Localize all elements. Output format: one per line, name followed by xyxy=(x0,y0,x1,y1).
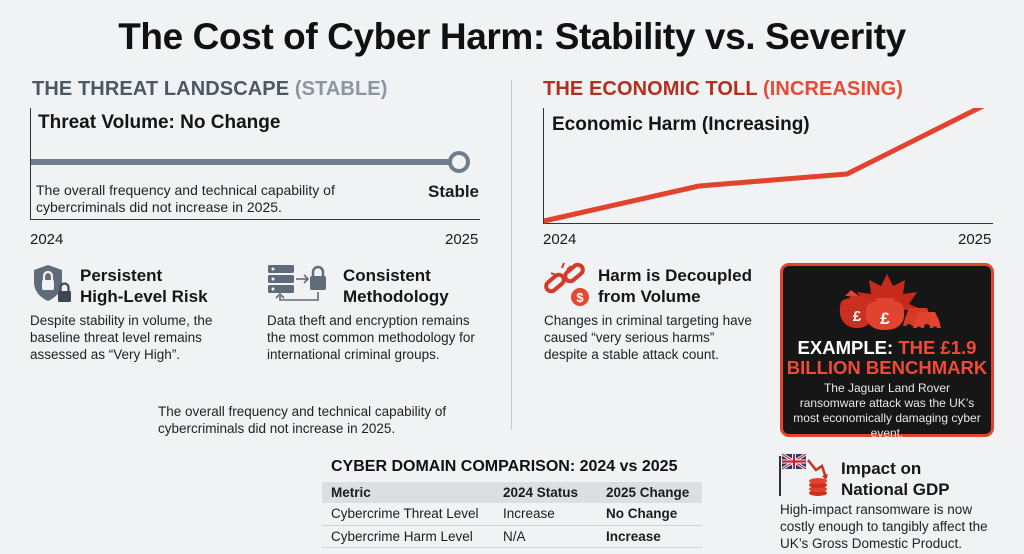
economic-harm-plot xyxy=(544,108,985,224)
stable-label: Stable xyxy=(428,182,480,201)
table-header-row: Metric 2024 Status 2025 Change xyxy=(322,482,702,503)
consistent-method-title-line1: Consistent xyxy=(343,266,431,285)
decoupled-title-line2: from Volume xyxy=(598,287,701,306)
economic-harm-line xyxy=(544,108,985,224)
harm-x-start-label: 2024 xyxy=(543,231,577,248)
repeat-note: The overall frequency and technical capa… xyxy=(158,404,447,436)
example-title: EXAMPLE: THE £1.9 BILLION BENCHMARK xyxy=(783,338,991,378)
example-highlight-line2: BILLION BENCHMARK xyxy=(786,357,988,378)
economic-toll-heading: THE ECONOMIC TOLL (INCREASING) xyxy=(543,78,903,101)
example-label: EXAMPLE: xyxy=(797,337,894,358)
svg-text:£: £ xyxy=(853,308,862,325)
threat-heading-main: THE THREAT LANDSCAPE xyxy=(32,78,290,100)
table-cell: Increase xyxy=(597,525,702,548)
threat-volume-chart xyxy=(30,108,480,220)
gdp-title-line2: National GDP xyxy=(841,480,950,499)
gdp-title-line1: Impact on xyxy=(841,459,922,478)
decoupled-body: Changes in criminal targeting have cause… xyxy=(544,313,752,362)
threat-chart-note: The overall frequency and technical capa… xyxy=(36,182,335,215)
table-cell: Cybercrime Threat Level xyxy=(322,503,494,526)
persistent-risk-title-line1: Persistent xyxy=(80,266,163,285)
harm-chart-title: Economic Harm (Increasing) xyxy=(552,114,810,135)
example-card: £ £ EXAMPLE: THE £1.9 BILLION BENCHMARK … xyxy=(780,263,994,440)
server-lock-icon xyxy=(266,262,334,306)
harm-x-end-label: 2025 xyxy=(958,231,992,248)
svg-text:$: $ xyxy=(576,290,584,305)
table-cell: N/A xyxy=(494,525,597,548)
threat-chart-title: Threat Volume: No Change xyxy=(38,112,281,133)
persistent-risk-title-line2: High-Level Risk xyxy=(80,287,208,306)
consistent-method-title: Consistent Methodology xyxy=(343,265,449,307)
table-row: Cybercrime Harm Level N/A Increase xyxy=(322,525,702,548)
persistent-risk-body: Despite stability in volume, the baselin… xyxy=(30,313,213,362)
svg-text:£: £ xyxy=(880,309,890,328)
table-cell: Increase xyxy=(494,503,597,526)
example-body: The Jaguar Land Rover ransomware attack … xyxy=(793,381,981,440)
shield-lock-icon xyxy=(30,262,74,306)
money-bag-cars-icon: £ £ xyxy=(839,274,941,332)
table-row: Cybercrime Threat Level Increase No Chan… xyxy=(322,503,702,526)
threat-landscape-heading: THE THREAT LANDSCAPE (STABLE) xyxy=(32,78,388,101)
table-cell: No Change xyxy=(597,503,702,526)
toll-heading-main: THE ECONOMIC TOLL xyxy=(543,78,758,100)
decoupled-title: Harm is Decoupled from Volume xyxy=(598,265,752,307)
column-header-2024: 2024 Status xyxy=(494,482,597,503)
column-header-metric: Metric xyxy=(322,482,494,503)
persistent-risk-title: Persistent High-Level Risk xyxy=(80,265,208,307)
example-title-line1: EXAMPLE: THE £1.9 xyxy=(783,338,991,358)
table-cell: Cybercrime Harm Level xyxy=(322,525,494,548)
comparison-table: Metric 2024 Status 2025 Change Cybercrim… xyxy=(322,482,702,548)
consistent-method-title-line2: Methodology xyxy=(343,287,449,306)
uk-flag-decline-icon xyxy=(778,452,832,498)
decoupled-title-line1: Harm is Decoupled xyxy=(598,266,752,285)
threat-x-end-label: 2025 xyxy=(445,231,479,248)
threat-volume-endpoint xyxy=(448,151,470,173)
threat-x-start-label: 2024 xyxy=(30,231,64,248)
broken-chain-money-icon: $ xyxy=(542,262,592,308)
threat-heading-sub: (STABLE) xyxy=(294,78,388,100)
threat-volume-plot xyxy=(31,151,470,173)
comparison-table-title: CYBER DOMAIN COMPARISON: 2024 vs 2025 xyxy=(331,458,678,475)
column-divider xyxy=(511,80,512,430)
gdp-title: Impact on National GDP xyxy=(841,458,950,500)
example-highlight-line1: THE £1.9 xyxy=(898,337,977,358)
gdp-body: High-impact ransomware is now costly eno… xyxy=(780,502,988,551)
toll-heading-sub: (INCREASING) xyxy=(762,78,904,100)
page-title: The Cost of Cyber Harm: Stability vs. Se… xyxy=(118,16,906,57)
consistent-method-body: Data theft and encryption remains the mo… xyxy=(267,313,475,362)
column-header-2025: 2025 Change xyxy=(597,482,702,503)
economic-harm-chart xyxy=(543,108,993,224)
